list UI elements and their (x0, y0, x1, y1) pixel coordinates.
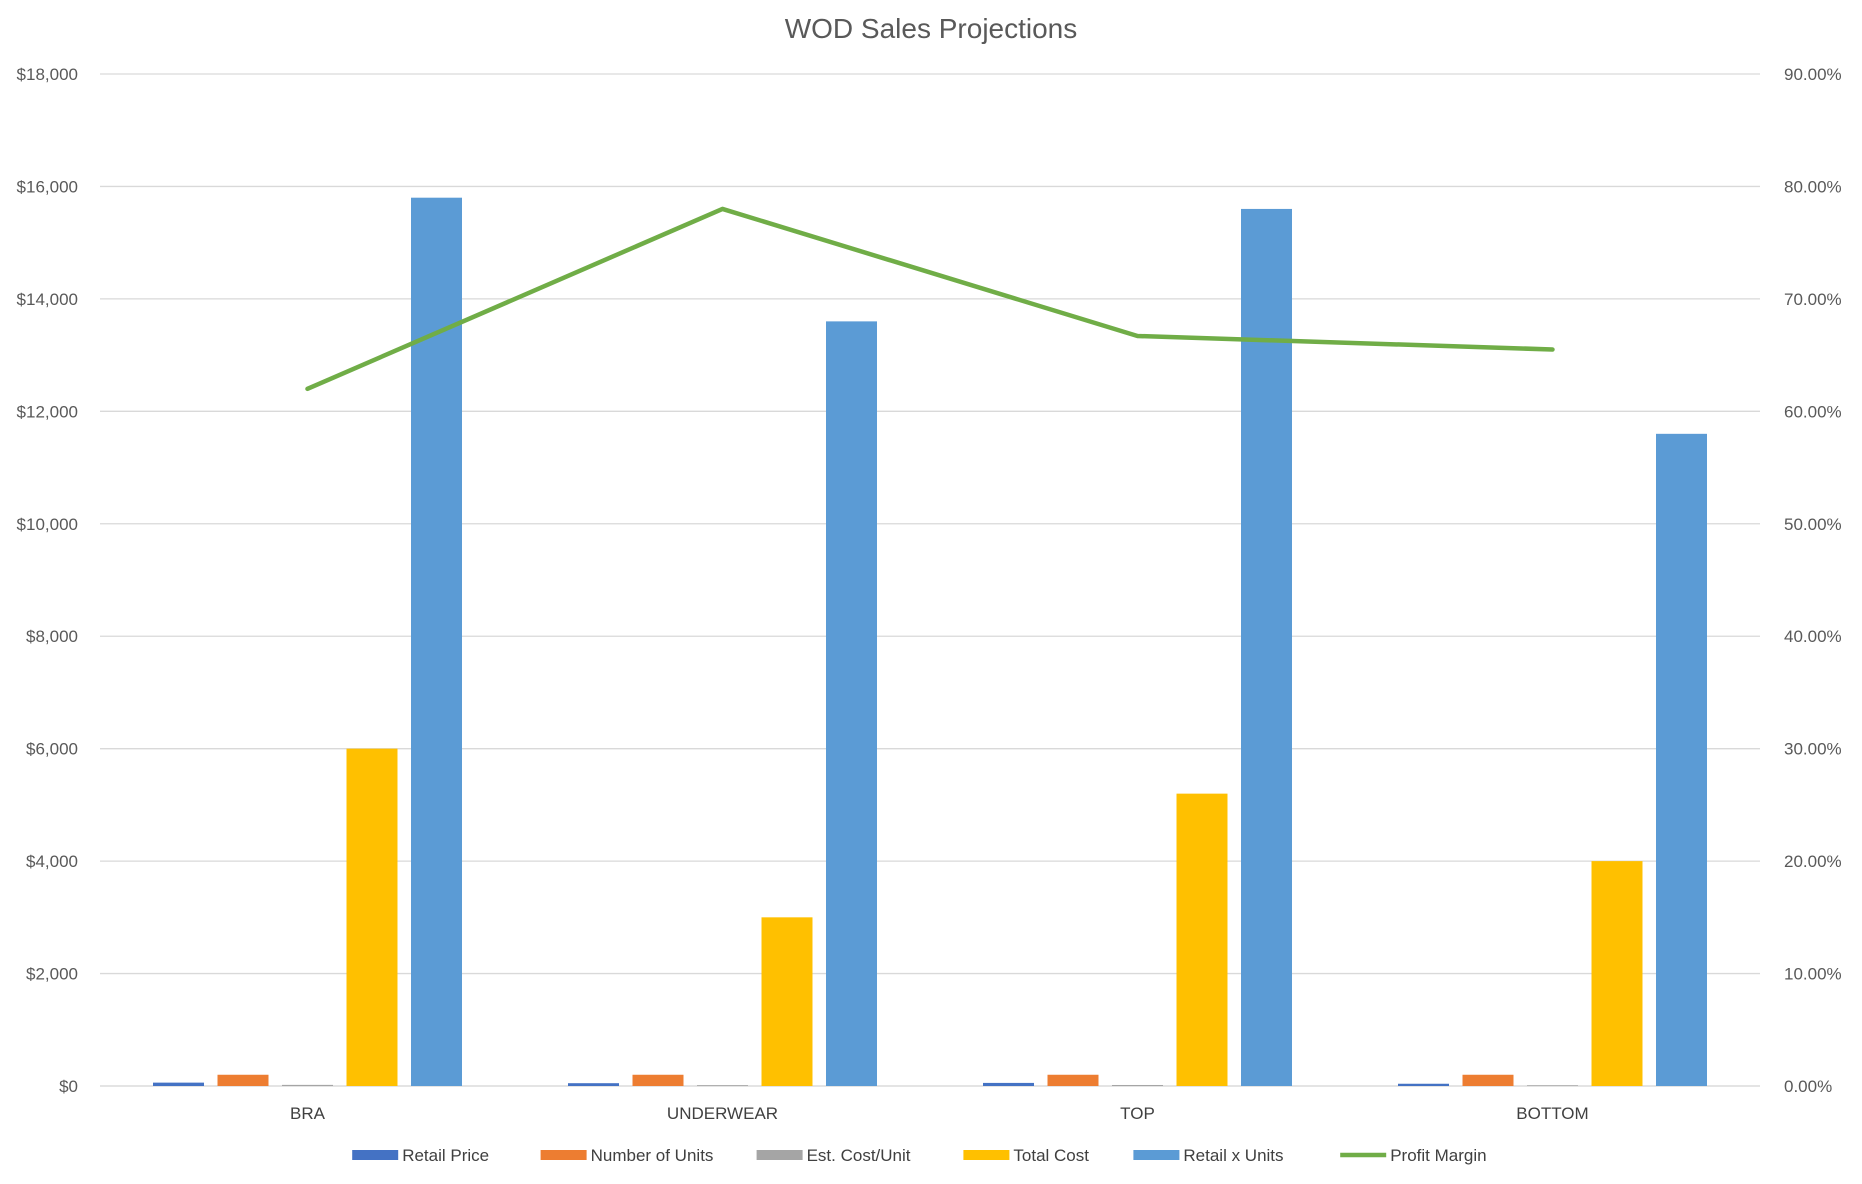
x-tick-label: BRA (290, 1104, 326, 1123)
x-tick-label: TOP (1120, 1104, 1155, 1123)
legend-label-retail-price: Retail Price (402, 1146, 489, 1165)
x-tick-label: UNDERWEAR (667, 1104, 778, 1123)
legend-swatch-est-cost-unit (756, 1150, 803, 1160)
line-series (305, 206, 1555, 392)
legend-swatch-retail-price (352, 1150, 399, 1160)
bar-number-of-units-bra (217, 1074, 269, 1086)
bar-est-cost-unit-bra (282, 1084, 333, 1086)
y-left-tick-label: $18,000 (17, 65, 78, 84)
bar-retail-x-units-bottom (1656, 433, 1707, 1086)
y-right-tick-label: 30.00% (1784, 740, 1842, 759)
legend-swatch-total-cost (963, 1150, 1010, 1160)
y-left-tick-label: $14,000 (17, 290, 78, 309)
bar-retail-price-bottom (1398, 1083, 1449, 1086)
y-right-tick-label: 90.00% (1784, 65, 1842, 84)
bar-retail-price-top (983, 1082, 1034, 1086)
bar-number-of-units-underwear (632, 1074, 684, 1086)
y-left-tick-label: $4,000 (26, 852, 78, 871)
bar-retail-price-bra (153, 1082, 204, 1086)
bar-retail-price-underwear (568, 1083, 619, 1086)
bar-retail-x-units-top (1241, 208, 1292, 1086)
bar-est-cost-unit-bottom (1527, 1085, 1578, 1086)
legend-label-est-cost-unit: Est. Cost/Unit (807, 1146, 911, 1165)
line-profit-margin (305, 206, 1555, 392)
y-left-tick-label: $12,000 (17, 402, 78, 421)
bar-retail-x-units-underwear (826, 321, 877, 1086)
bar-number-of-units-bottom (1462, 1074, 1514, 1086)
y-right-tick-label: 20.00% (1784, 852, 1842, 871)
y-left-tick-label: $8,000 (26, 627, 78, 646)
bar-total-cost-bottom (1591, 861, 1643, 1086)
legend: Retail Price Number of Units Est. Cost/Uni… (352, 1146, 1487, 1165)
y-left-tick-label: $6,000 (26, 740, 78, 759)
y-left-tick-label: $0 (59, 1077, 78, 1096)
x-axis: BRA UNDERWEAR TOP BOTTOM (290, 1104, 1589, 1123)
y-right-tick-label: 60.00% (1784, 402, 1842, 421)
bar-est-cost-unit-underwear (697, 1085, 748, 1086)
bar-total-cost-top (1176, 793, 1228, 1086)
bar-total-cost-bra (346, 748, 398, 1086)
x-tick-label: BOTTOM (1516, 1104, 1588, 1123)
y-left-tick-label: $16,000 (17, 177, 78, 196)
chart-title: WOD Sales Projections (785, 13, 1078, 44)
y-right-tick-label: 10.00% (1784, 965, 1842, 984)
y-right-tick-label: 70.00% (1784, 290, 1842, 309)
bar-series (153, 197, 1707, 1086)
bar-number-of-units-top (1047, 1074, 1099, 1086)
y-right-tick-label: 0.00% (1784, 1077, 1832, 1096)
y-left-tick-label: $10,000 (17, 515, 78, 534)
y-right-axis: 0.00% 10.00% 20.00% 30.00% 40.00% 50.00% 60.00… (1784, 65, 1842, 1096)
y-left-tick-label: $2,000 (26, 965, 78, 984)
y-right-tick-label: 80.00% (1784, 177, 1842, 196)
y-right-tick-label: 40.00% (1784, 627, 1842, 646)
y-right-tick-label: 50.00% (1784, 515, 1842, 534)
y-left-axis: $0 $2,000 $4,000 $6,000 $8,000 $10,000 $12,000… (17, 65, 78, 1096)
legend-label-total-cost: Total Cost (1013, 1146, 1089, 1165)
bar-est-cost-unit-top (1112, 1084, 1163, 1086)
bar-retail-x-units-bra (411, 197, 462, 1086)
bar-total-cost-underwear (761, 917, 813, 1086)
legend-swatch-number-of-units (540, 1150, 587, 1160)
legend-swatch-retail-x-units (1133, 1150, 1180, 1160)
legend-label-number-of-units: Number of Units (591, 1146, 714, 1165)
legend-label-retail-x-units: Retail x Units (1183, 1146, 1283, 1165)
legend-label-profit-margin: Profit Margin (1390, 1146, 1486, 1165)
